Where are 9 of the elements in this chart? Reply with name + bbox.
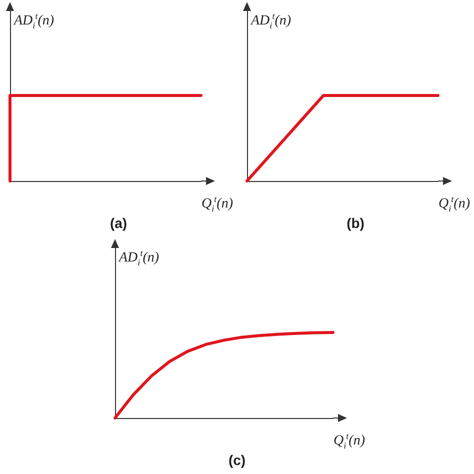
text: (b) — [346, 215, 364, 231]
y-axis-title: AD$_{i}$$^{t}$(n) — [14, 10, 54, 32]
x-axis-title: Q$_{i}$$^{t}$(n) — [334, 430, 365, 452]
text: (c) — [228, 452, 246, 468]
y-axis-title: AD$_{i}$$^{t}$(n) — [119, 247, 160, 270]
y-axis-title: AD$_{i}$$^{t}$(n) — [251, 10, 292, 32]
x-axis-title: Q$_{i}$$^{t}$(n) — [438, 193, 470, 216]
text: (a) — [110, 215, 128, 231]
x-axis-title: Q$_{i}$$^{t}$(n) — [202, 193, 233, 216]
